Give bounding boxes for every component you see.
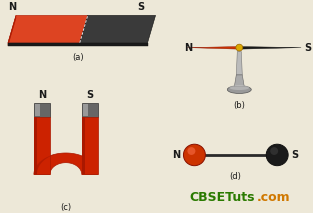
Polygon shape <box>34 153 98 174</box>
Text: N: N <box>8 3 16 13</box>
Circle shape <box>183 144 205 166</box>
Text: (b): (b) <box>233 101 245 110</box>
Text: S: S <box>291 150 298 160</box>
Text: .com: .com <box>257 191 291 204</box>
Polygon shape <box>34 153 65 174</box>
Ellipse shape <box>227 86 251 94</box>
Text: S: S <box>138 3 145 13</box>
FancyBboxPatch shape <box>82 117 98 174</box>
Ellipse shape <box>229 85 249 90</box>
FancyBboxPatch shape <box>82 103 98 117</box>
Circle shape <box>187 147 195 155</box>
Polygon shape <box>80 15 156 43</box>
FancyBboxPatch shape <box>34 117 37 174</box>
Circle shape <box>266 144 288 166</box>
Text: S: S <box>304 43 311 53</box>
Text: N: N <box>184 43 192 53</box>
Text: (a): (a) <box>72 53 84 62</box>
Polygon shape <box>236 52 242 75</box>
Text: S: S <box>86 90 93 100</box>
Polygon shape <box>8 43 147 46</box>
Polygon shape <box>8 15 88 43</box>
Circle shape <box>270 147 278 155</box>
FancyBboxPatch shape <box>83 104 88 116</box>
Polygon shape <box>187 46 239 49</box>
Circle shape <box>236 44 243 51</box>
Text: N: N <box>38 90 46 100</box>
Text: CBSETuts: CBSETuts <box>189 191 255 204</box>
FancyBboxPatch shape <box>35 104 40 116</box>
FancyBboxPatch shape <box>34 117 50 174</box>
Text: (c): (c) <box>60 203 71 212</box>
Text: (d): (d) <box>229 171 241 181</box>
Polygon shape <box>234 75 244 87</box>
FancyBboxPatch shape <box>34 103 50 117</box>
Polygon shape <box>239 46 301 49</box>
FancyBboxPatch shape <box>82 117 85 174</box>
Polygon shape <box>8 15 16 46</box>
Text: N: N <box>172 150 181 160</box>
